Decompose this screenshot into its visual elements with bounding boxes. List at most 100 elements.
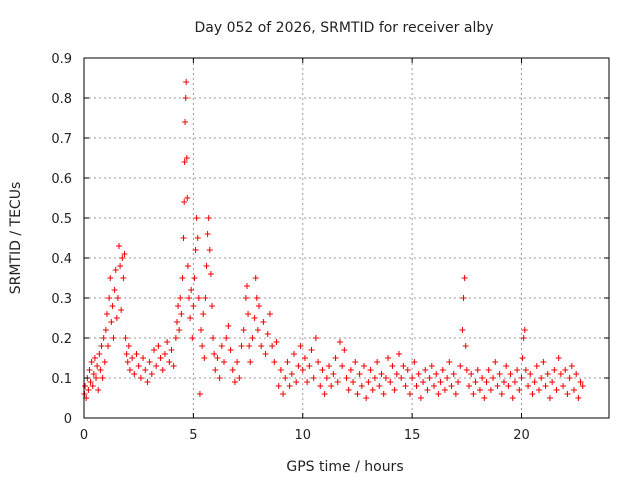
data-point: [178, 311, 185, 317]
data-point: [428, 363, 435, 369]
data-point: [159, 367, 166, 373]
y-tick-label: 0.4: [51, 252, 72, 267]
data-point: [431, 383, 437, 389]
data-point: [142, 367, 149, 373]
data-point: [367, 367, 374, 373]
data-point: [88, 359, 95, 365]
data-point: [542, 383, 549, 389]
data-point: [91, 355, 98, 361]
data-point: [243, 283, 250, 289]
data-point: [284, 359, 291, 365]
y-tick-label: 0.9: [51, 52, 72, 67]
data-point: [106, 295, 113, 301]
data-point: [501, 379, 507, 385]
data-point: [200, 311, 207, 317]
data-point: [114, 295, 121, 301]
data-point: [391, 387, 398, 393]
data-point: [529, 391, 536, 397]
data-point: [137, 375, 144, 381]
data-point: [146, 359, 153, 365]
data-point: [225, 323, 232, 329]
data-point: [481, 395, 488, 401]
y-tick-label: 0.1: [51, 372, 72, 387]
data-point: [503, 363, 510, 369]
data-point: [518, 375, 525, 381]
data-point: [251, 315, 258, 321]
data-point: [496, 371, 503, 377]
data-point: [179, 275, 186, 281]
data-point: [245, 311, 252, 317]
data-point: [211, 351, 218, 357]
grid-lines: [84, 58, 609, 418]
data-point: [286, 383, 293, 389]
data-point: [422, 367, 429, 373]
data-point: [317, 383, 324, 389]
y-tick-label: 0.7: [51, 132, 72, 147]
data-point: [183, 155, 190, 161]
data-point: [476, 387, 483, 393]
data-point: [97, 367, 104, 373]
data-point: [437, 379, 444, 385]
data-point: [402, 383, 409, 389]
data-point: [310, 375, 317, 381]
data-point: [470, 391, 477, 397]
data-point: [339, 363, 346, 369]
data-point: [214, 355, 221, 361]
data-point: [107, 275, 114, 281]
data-point: [242, 295, 249, 301]
data-point: [463, 367, 470, 373]
data-point: [101, 359, 108, 365]
data-point: [433, 371, 440, 377]
data-point: [164, 339, 171, 345]
data-point: [186, 295, 192, 301]
data-point: [461, 275, 468, 281]
data-point: [103, 311, 110, 317]
data-point: [187, 315, 194, 321]
data-point: [173, 319, 180, 325]
data-point: [181, 199, 188, 205]
y-axis-label: SRMTID / TECUs: [8, 182, 24, 295]
data-point: [264, 331, 271, 337]
data-point: [203, 263, 210, 269]
data-point: [487, 387, 494, 393]
data-point: [120, 275, 127, 281]
data-point: [223, 335, 230, 341]
data-point: [385, 355, 392, 361]
x-tick-label: 20: [513, 428, 530, 443]
data-point: [247, 359, 254, 365]
data-point: [234, 359, 241, 365]
data-point: [86, 367, 93, 373]
data-point: [347, 367, 354, 373]
data-point: [288, 371, 295, 377]
data-point: [212, 367, 219, 373]
data-point: [306, 363, 313, 369]
data-point: [439, 367, 446, 373]
y-tick-label: 0.3: [51, 292, 72, 307]
data-point: [466, 383, 472, 389]
data-point: [457, 363, 464, 369]
data-point: [131, 371, 138, 377]
data-point: [566, 375, 573, 381]
data-point: [371, 375, 378, 381]
data-point: [166, 359, 173, 365]
data-point: [208, 303, 215, 309]
data-point: [555, 355, 562, 361]
data-point: [345, 387, 352, 393]
data-point: [110, 335, 117, 341]
data-point: [295, 363, 302, 369]
x-tick-label: 5: [189, 428, 197, 443]
data-point: [188, 287, 195, 293]
data-point: [111, 287, 118, 293]
x-tick-label: 15: [404, 428, 421, 443]
data-point: [119, 255, 126, 261]
data-point: [94, 363, 101, 369]
data-point: [544, 371, 551, 377]
data-point: [483, 379, 490, 385]
data-point: [564, 391, 571, 397]
data-point: [332, 355, 339, 361]
y-tick-label: 0.8: [51, 92, 72, 107]
data-point: [350, 379, 357, 385]
data-point: [446, 359, 453, 365]
data-point: [161, 351, 168, 357]
data-point: [252, 275, 259, 281]
